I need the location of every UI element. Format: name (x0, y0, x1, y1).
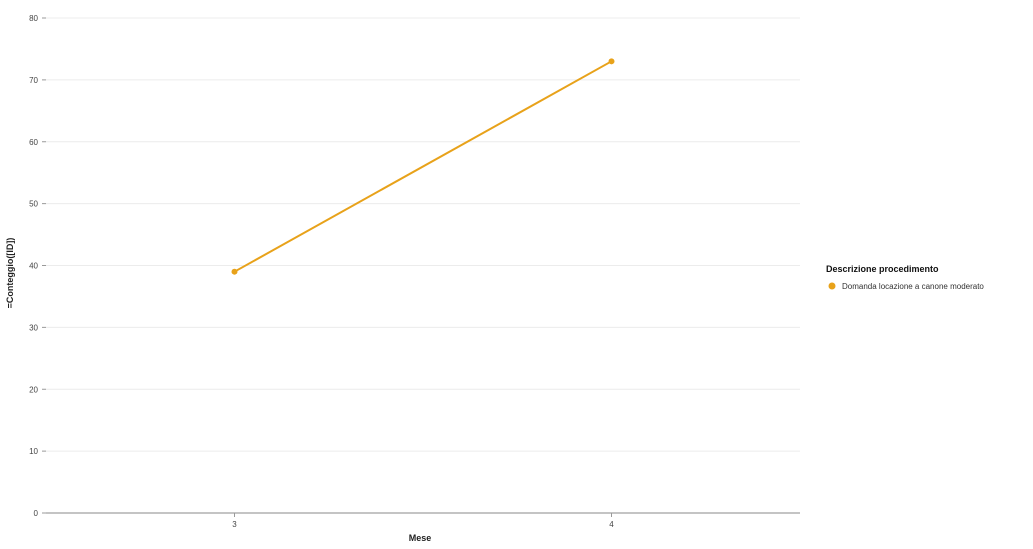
x-tick-label: 3 (232, 520, 237, 529)
y-tick-label: 20 (29, 385, 38, 394)
series-layer (231, 58, 615, 275)
x-tick-label: 4 (609, 520, 614, 529)
y-tick-label: 80 (29, 14, 38, 23)
legend-marker (828, 282, 836, 290)
data-point[interactable] (231, 268, 238, 275)
legend-label[interactable]: Domanda locazione a canone moderato (842, 282, 984, 291)
axes: 0 10 20 30 40 50 60 70 80 3 4 (29, 14, 800, 529)
y-tick-label: 40 (29, 262, 38, 271)
legend: Descrizione procedimento Domanda locazio… (826, 264, 984, 291)
y-tick-label: 70 (29, 76, 38, 85)
y-tick-label: 60 (29, 138, 38, 147)
y-tick-label: 10 (29, 447, 38, 456)
y-tick-label: 0 (34, 509, 39, 518)
legend-title: Descrizione procedimento (826, 264, 939, 274)
x-axis-title: Mese (409, 533, 432, 543)
y-tick-label: 50 (29, 200, 38, 209)
series-line (234, 60, 612, 273)
grid-lines (46, 17, 800, 452)
y-axis-title: =Conteggio([ID]) (5, 238, 15, 309)
y-tick-label: 30 (29, 323, 38, 332)
data-point[interactable] (608, 58, 615, 65)
